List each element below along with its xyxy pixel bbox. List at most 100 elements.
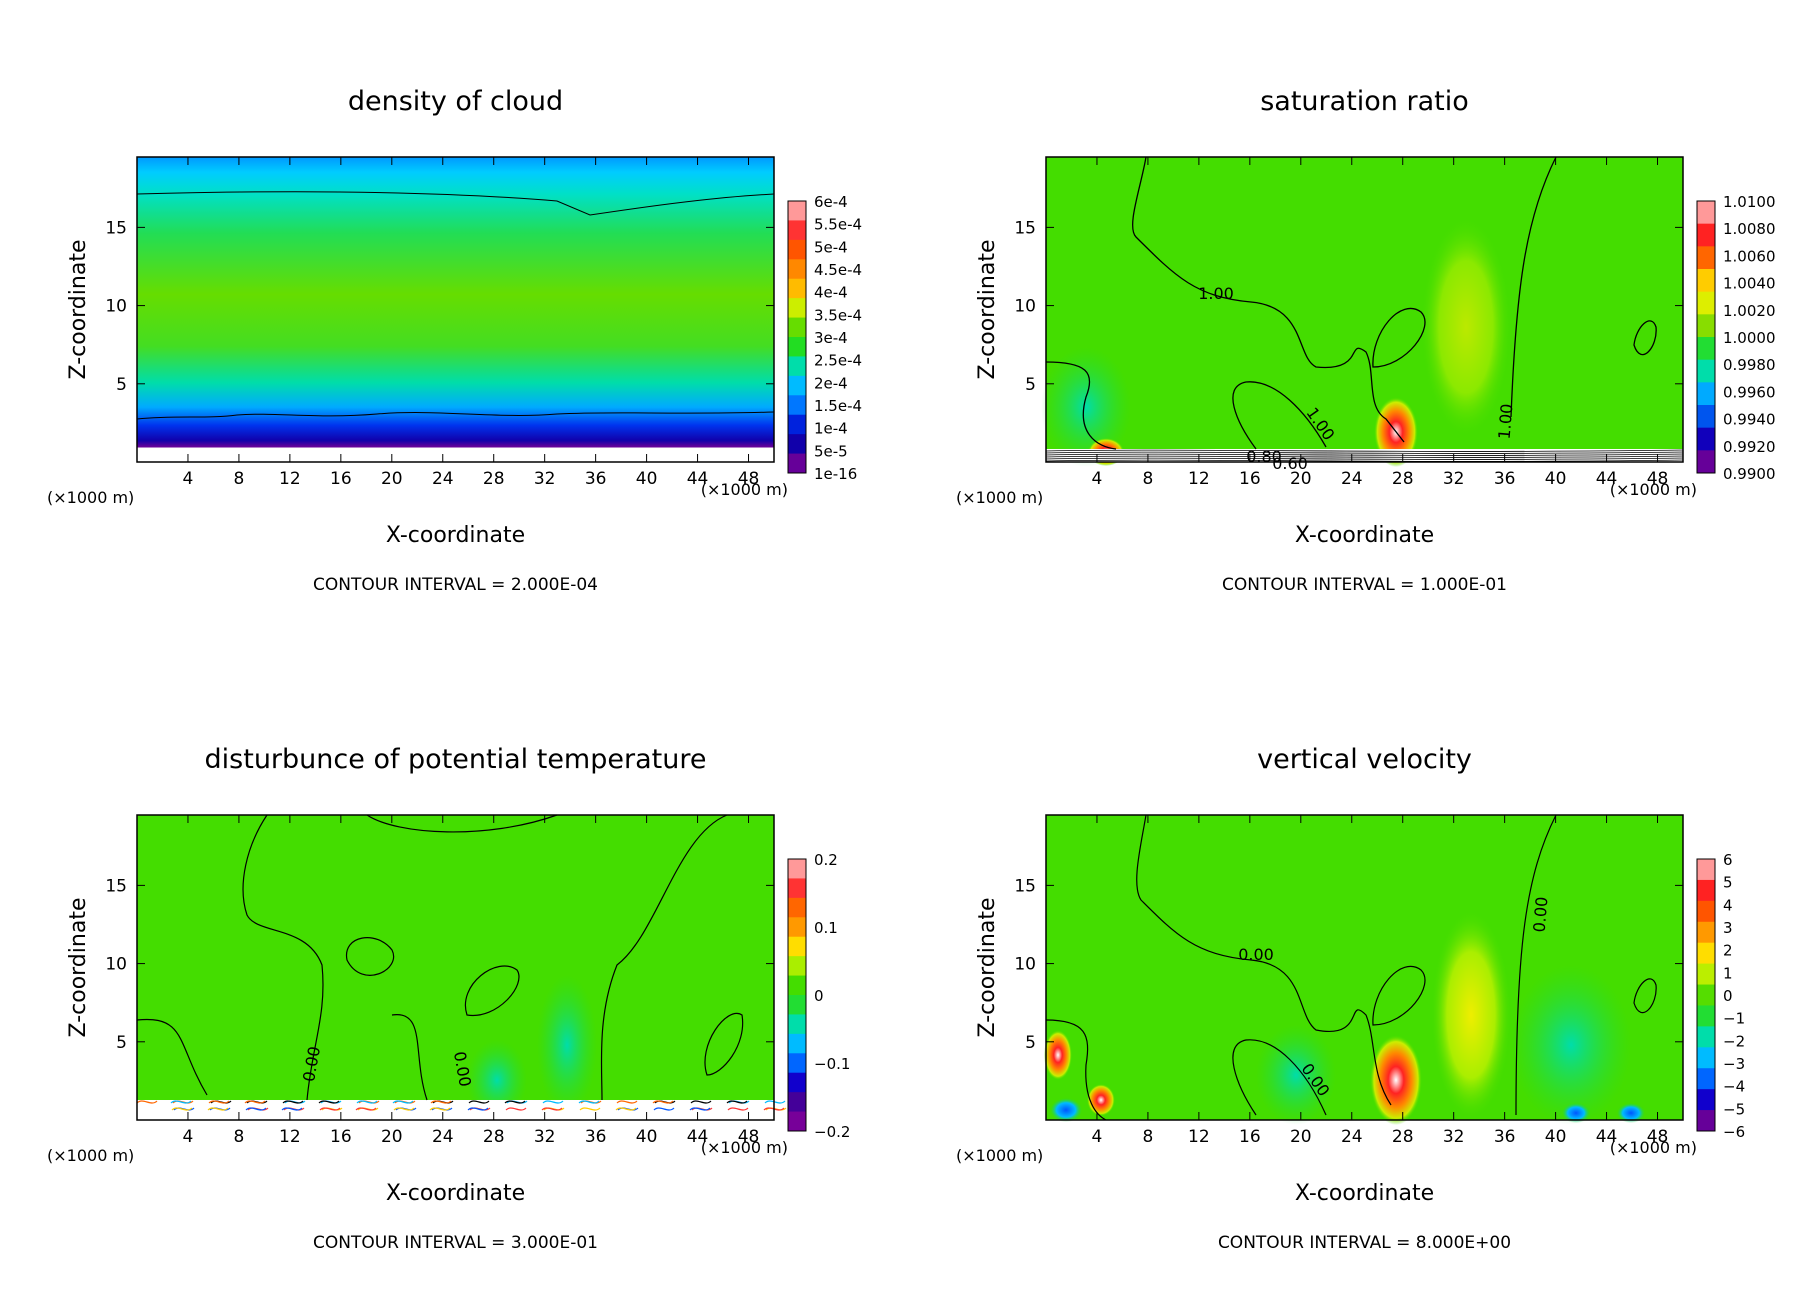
x-tick-label: 24 [432, 469, 454, 489]
x-tick-label: 40 [636, 1127, 658, 1147]
colorbar-label: 0.9940 [1723, 411, 1776, 429]
x-tick-label: 16 [1239, 1127, 1261, 1147]
field-region [1562, 1103, 1590, 1123]
x-tick-label: 48 [738, 469, 760, 489]
x-axis-label: X-coordinate [386, 523, 525, 548]
x-unit-label: (×1000 m) [1610, 480, 1697, 499]
x-tick-label: 28 [483, 1127, 505, 1147]
x-tick-label: 4 [1092, 469, 1103, 489]
colorbar-label: 1.5e-4 [814, 397, 862, 415]
colorbar-swatch [1697, 269, 1715, 293]
colorbar-label: −3 [1723, 1055, 1745, 1073]
contour-line [366, 814, 558, 833]
colorbar-label: 0.1 [814, 919, 838, 937]
field-region [1511, 965, 1631, 1125]
colorbar-swatch [1697, 1089, 1715, 1111]
y-tick-label: 5 [116, 375, 127, 395]
colorbar-frame [787, 858, 807, 1132]
field-region [1617, 1103, 1645, 1123]
colorbar-swatch [788, 259, 806, 280]
colorbar-label: 0.9900 [1723, 465, 1776, 483]
plot-area: 0.000.000.00 [1044, 814, 1683, 1125]
plot-frame [1045, 814, 1684, 1121]
field-region [1421, 217, 1511, 437]
contour-line [1136, 814, 1392, 1106]
field-region [282, 1100, 304, 1104]
contour-line [1045, 1019, 1107, 1121]
colorbar-label: 5.5e-4 [814, 216, 862, 234]
colorbar-swatch [788, 1072, 806, 1093]
y-tick-label: 15 [1014, 218, 1036, 238]
x-tick-label: 40 [1545, 469, 1567, 489]
contour-line [1045, 361, 1117, 450]
colorbar-swatch [788, 453, 806, 474]
colorbar-swatch [1697, 1110, 1715, 1132]
x-axis-label: X-coordinate [386, 1181, 525, 1206]
colorbar-swatch [1697, 450, 1715, 474]
colorbar-swatch [788, 317, 806, 338]
colorbar-swatch [788, 956, 806, 977]
x-unit-label: (×1000 m) [47, 488, 134, 507]
colorbar-swatch [1697, 984, 1715, 1006]
colorbar-swatch [1697, 921, 1715, 944]
colorbar-label: −1 [1723, 1010, 1745, 1028]
field-region [578, 1100, 600, 1104]
cloud-field [137, 157, 774, 462]
colorbar-label: 4e-4 [814, 284, 848, 302]
contour-line [1515, 814, 1557, 1116]
y-tick-label: 5 [1025, 375, 1036, 395]
colorbar-swatch [1697, 337, 1715, 361]
contour-line [704, 1012, 744, 1076]
field-region [245, 1107, 267, 1111]
colorbar-swatch [788, 395, 806, 416]
colorbar-swatch [1697, 1005, 1715, 1027]
field-region [171, 1107, 193, 1111]
y-tick-label: 15 [105, 218, 127, 238]
colorbar-label: 3.5e-4 [814, 306, 862, 324]
colorbar-swatch [1697, 900, 1715, 923]
y-axis-label: Z-coordinate [66, 898, 91, 1038]
plot-frame [1045, 156, 1684, 463]
field-region [467, 1107, 489, 1111]
plot-frame [136, 156, 775, 463]
colorbar-swatch [788, 1053, 806, 1074]
chart-title: density of cloud [348, 86, 563, 117]
colorbar-label: 3e-4 [814, 329, 848, 347]
x-tick-label: 32 [1443, 469, 1465, 489]
x-tick-label: 48 [738, 1127, 760, 1147]
contour-line [1045, 451, 1684, 454]
colorbar-label: 4 [1723, 896, 1733, 914]
y-axis-label: Z-coordinate [975, 240, 1000, 380]
contour-line [242, 814, 324, 1101]
field-region [430, 1100, 452, 1104]
x-tick-label: 24 [1341, 469, 1363, 489]
contour-line [1045, 449, 1684, 452]
field-region [393, 1107, 415, 1111]
colorbar-swatch [788, 859, 806, 879]
field-background [137, 815, 774, 1120]
colorbar-label: 1.0080 [1723, 220, 1776, 238]
y-tick-label: 5 [116, 1033, 127, 1053]
colorbar-frame [1696, 200, 1716, 474]
x-tick-label: 32 [534, 469, 556, 489]
contour-interval-note: CONTOUR INTERVAL = 8.000E+00 [1218, 1233, 1511, 1253]
colorbar-label: 0.2 [814, 851, 838, 869]
field-region [652, 1100, 674, 1104]
colorbar-swatch [1697, 427, 1715, 451]
x-tick-label: 40 [1545, 1127, 1567, 1147]
field-region [392, 1100, 414, 1104]
contour-line [136, 411, 775, 420]
contour-line [1232, 1039, 1327, 1116]
field-region [1370, 1035, 1422, 1125]
x-tick-label: 8 [1143, 469, 1154, 489]
x-tick-label: 36 [1494, 469, 1516, 489]
contour-label: 0.00 [1238, 945, 1274, 964]
colorbar-swatch [788, 220, 806, 241]
colorbar: 6 5 4 3 2 1 0 −1 −2 −3 −4 −5 −6 [1696, 851, 1745, 1141]
x-unit-label: (×1000 m) [956, 1146, 1043, 1165]
colorbar-swatch [1697, 879, 1715, 902]
x-tick-label: 28 [1392, 1127, 1414, 1147]
field-region [615, 1107, 637, 1111]
colorbar-label: 2e-4 [814, 374, 848, 392]
contour-line [1232, 381, 1327, 450]
